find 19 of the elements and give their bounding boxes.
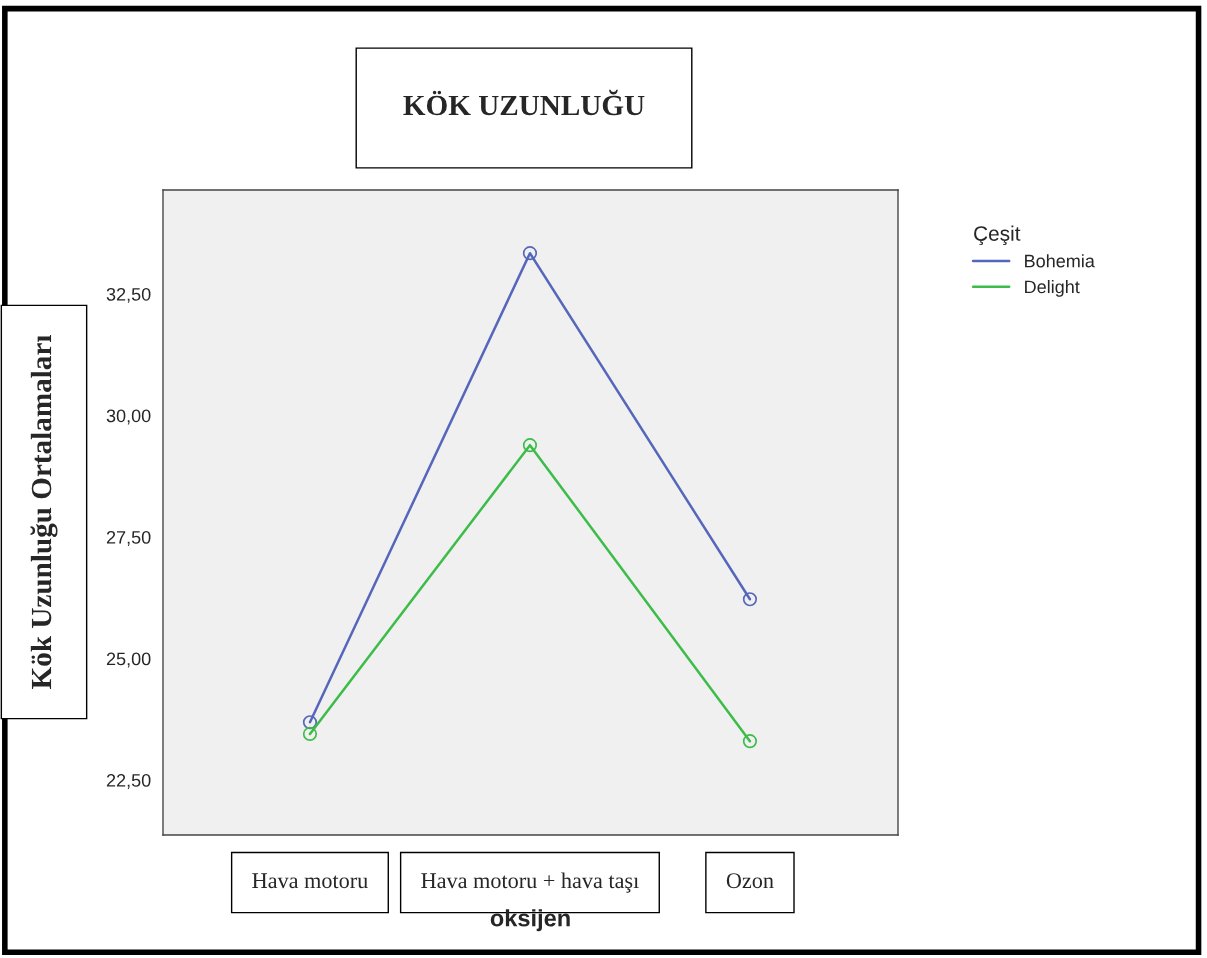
legend-label: Delight: [1025, 280, 1080, 297]
x-axis-title: oksijen: [490, 909, 570, 932]
y-tick-label: 22,50: [106, 774, 151, 789]
point: [302, 726, 318, 741]
legend-title: Çeşit: [974, 225, 1021, 246]
x-tick-label: Hava motoru: [252, 873, 368, 889]
x-tick-label: Hava motoru + hava taşı: [421, 872, 639, 893]
legend-label: Bohemia: [1025, 254, 1095, 268]
chart-title: KÖK UZUNLUĞU: [403, 89, 645, 116]
x-tick-label: Ozon: [726, 873, 774, 889]
point: [522, 438, 538, 453]
y-tick-label: 30,00: [106, 409, 151, 425]
y-tick-label: 25,00: [106, 652, 151, 668]
point: [522, 246, 538, 261]
y-tick-label: 32,50: [106, 287, 151, 303]
y-tick-label: 27,50: [106, 530, 151, 546]
point: [742, 734, 758, 749]
y-axis-title: Kök Uzunluğu Ortalamaları: [30, 334, 58, 689]
point: [742, 592, 758, 607]
